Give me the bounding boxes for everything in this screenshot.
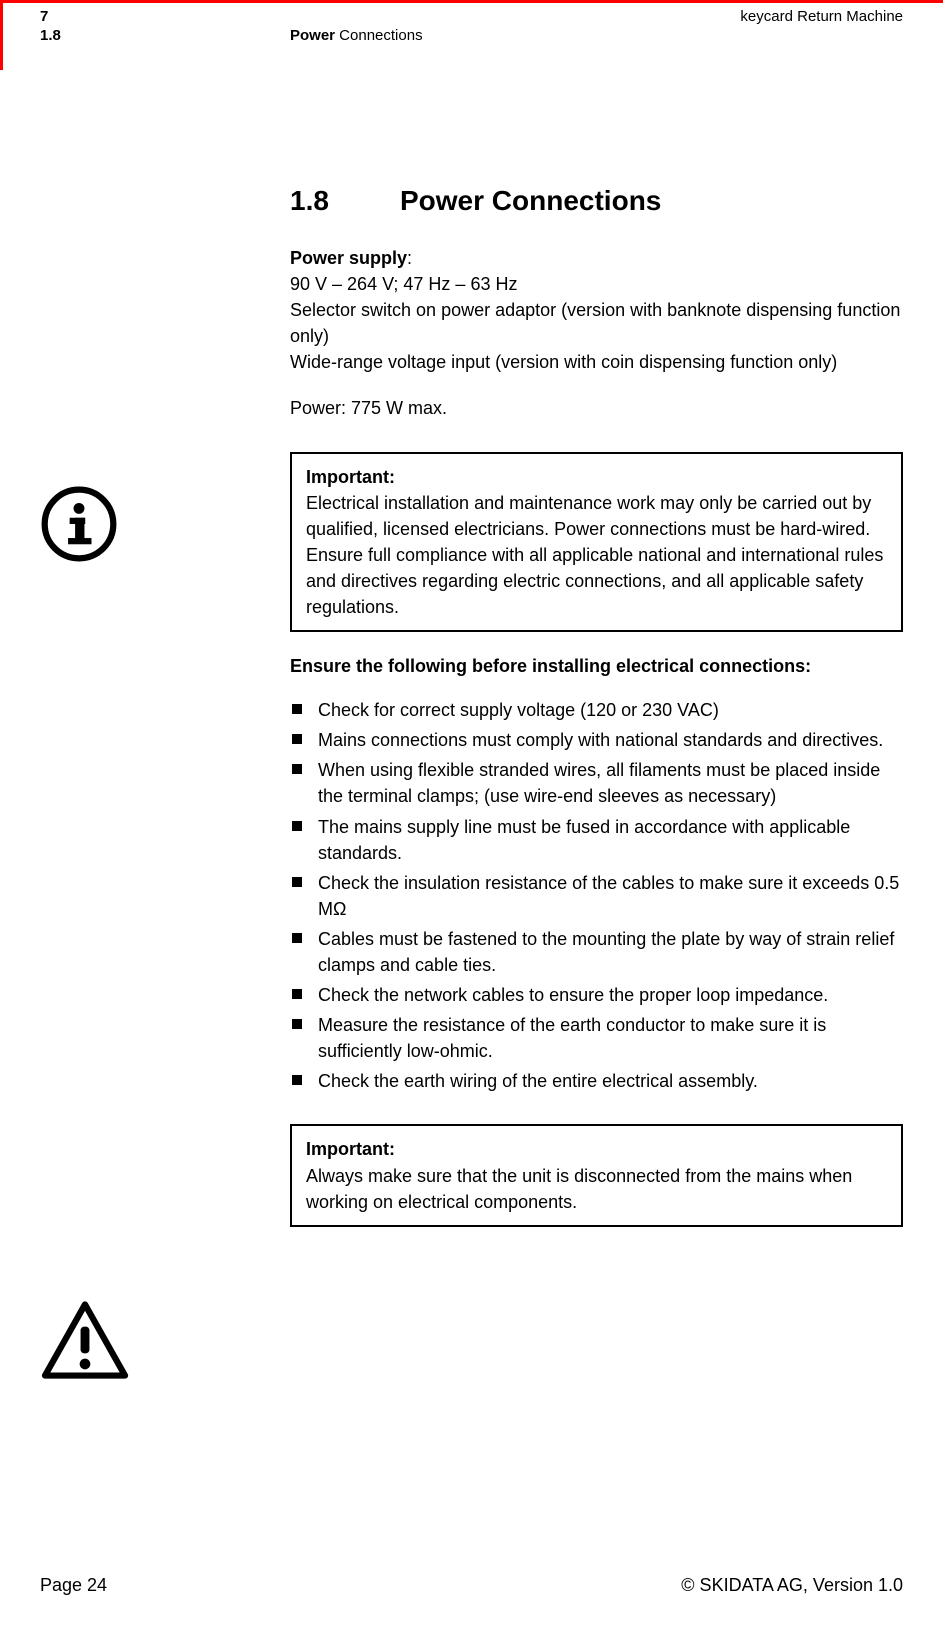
list-item: Check the insulation resistance of the c… bbox=[290, 870, 903, 922]
accent-bar-top bbox=[0, 0, 943, 3]
power-supply-range: 90 V – 264 V; 47 Hz – 63 Hz bbox=[290, 274, 517, 294]
document-title: keycard Return Machine bbox=[740, 8, 903, 25]
important-box-2: Important: Always make sure that the uni… bbox=[290, 1124, 903, 1226]
list-item: When using flexible stranded wires, all … bbox=[290, 757, 903, 809]
chapter-number: 7 bbox=[40, 8, 48, 25]
section-heading: 1.8Power Connections bbox=[290, 185, 903, 217]
list-item: Check for correct supply voltage (120 or… bbox=[290, 697, 903, 723]
important-2-text: Always make sure that the unit is discon… bbox=[306, 1166, 852, 1212]
list-item: The mains supply line must be fused in a… bbox=[290, 814, 903, 866]
page-footer: Page 24 © SKIDATA AG, Version 1.0 bbox=[40, 1575, 903, 1596]
important-2-label: Important: bbox=[306, 1139, 395, 1159]
important-1-label: Important: bbox=[306, 467, 395, 487]
list-item: Check the network cables to ensure the p… bbox=[290, 982, 903, 1008]
ensure-heading: Ensure the following before installing e… bbox=[290, 656, 903, 677]
info-icon bbox=[40, 485, 118, 563]
page-header: 7 keycard Return Machine 1.8 Power Conne… bbox=[40, 8, 903, 44]
power-max: Power: 775 W max. bbox=[290, 395, 903, 421]
section-heading-title: Power Connections bbox=[400, 185, 661, 216]
checklist: Check for correct supply voltage (120 or… bbox=[290, 697, 903, 1094]
section-heading-number: 1.8 bbox=[290, 185, 400, 217]
copyright: © SKIDATA AG, Version 1.0 bbox=[681, 1575, 903, 1596]
power-supply-label: Power supply bbox=[290, 248, 407, 268]
main-content: 1.8Power Connections Power supply: 90 V … bbox=[290, 185, 903, 1251]
accent-bar-left bbox=[0, 0, 3, 70]
header-section-title: Power Connections bbox=[290, 27, 423, 44]
header-section-number: 1.8 bbox=[40, 27, 290, 44]
power-supply-block: Power supply: 90 V – 264 V; 47 Hz – 63 H… bbox=[290, 245, 903, 375]
important-box-1: Important: Electrical installation and m… bbox=[290, 452, 903, 633]
list-item: Measure the resistance of the earth cond… bbox=[290, 1012, 903, 1064]
warning-icon bbox=[40, 1300, 130, 1380]
list-item: Cables must be fastened to the mounting … bbox=[290, 926, 903, 978]
list-item: Mains connections must comply with natio… bbox=[290, 727, 903, 753]
power-supply-selector: Selector switch on power adaptor (versio… bbox=[290, 300, 900, 346]
list-item: Check the earth wiring of the entire ele… bbox=[290, 1068, 903, 1094]
important-1-text: Electrical installation and maintenance … bbox=[306, 493, 883, 617]
power-supply-widerange: Wide-range voltage input (version with c… bbox=[290, 352, 837, 372]
page-number: Page 24 bbox=[40, 1575, 107, 1596]
